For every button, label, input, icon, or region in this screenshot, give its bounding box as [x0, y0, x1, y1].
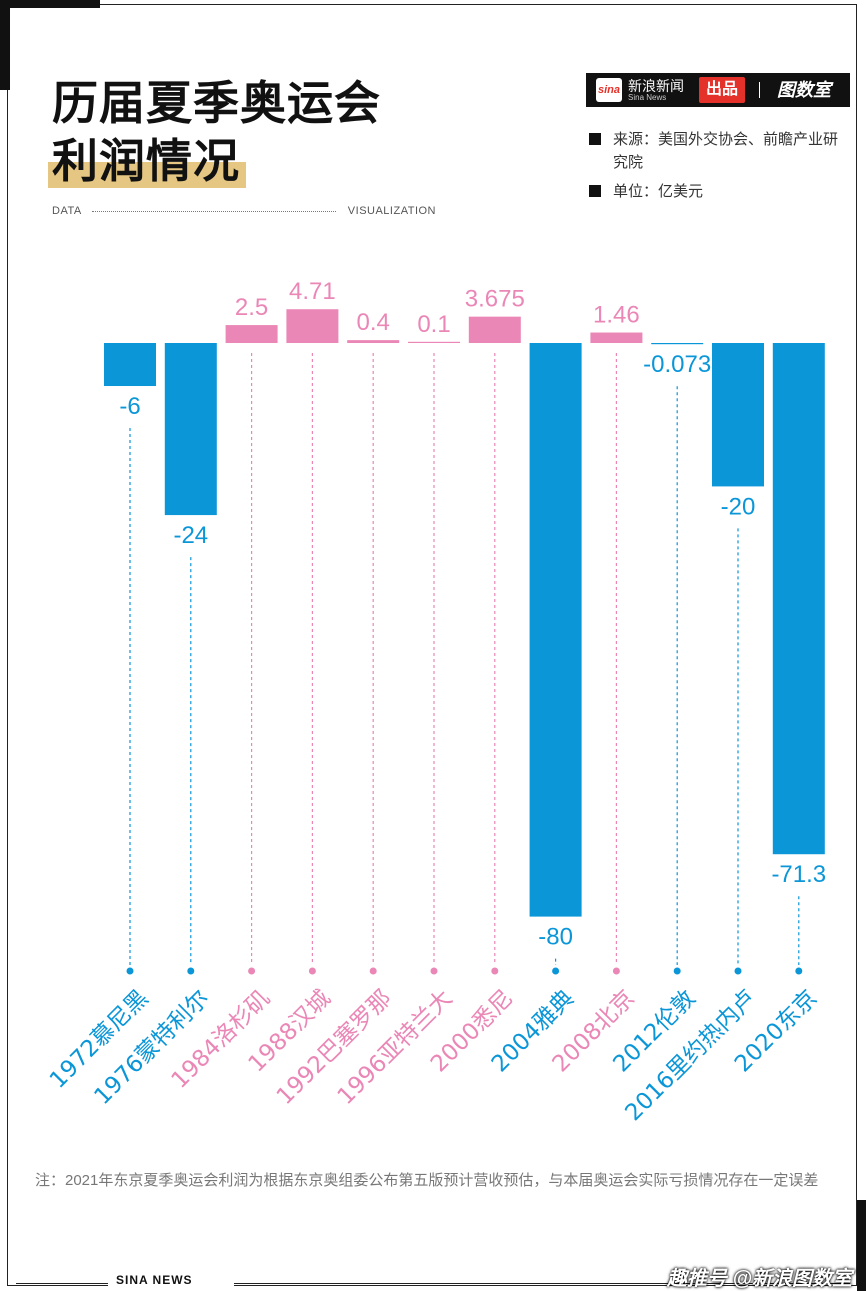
footnote: 注：2021年东京夏季奥运会利润为根据东京奥组委公布第五版预计营收预估，与本届奥… [35, 1172, 819, 1189]
bar-11 [772, 343, 825, 855]
visualization-label: VISUALIZATION [347, 205, 436, 217]
bar-5 [408, 341, 460, 343]
value-label-11: -71.3 [771, 861, 826, 888]
value-label-5: 0.1 [417, 311, 450, 338]
brand-name-en: Sina News [628, 93, 667, 102]
unit-text: 单位：亿美元 [613, 183, 704, 200]
category-dot-8 [612, 967, 620, 975]
page-title: 历届夏季奥运会 利润情况 [48, 74, 381, 190]
category-dot-6 [491, 967, 499, 975]
product-logo: 图数室 [777, 80, 831, 100]
source-text: 来源：美国外交协会、前瞻产业研究院 [613, 131, 839, 171]
bar-10 [712, 343, 764, 487]
data-label: DATA [52, 205, 82, 217]
category-dot-1 [187, 967, 195, 975]
footer-line [16, 1283, 850, 1284]
sina-logo: sina [596, 78, 622, 102]
category-dot-7 [552, 967, 560, 975]
footer-brand: SINA NEWS [108, 1273, 234, 1287]
bar-2 [225, 325, 278, 343]
bar-8 [590, 332, 643, 343]
bar-0 [104, 343, 156, 387]
brand-bar: sina 新浪新闻 Sina News 出品 图数室 [586, 73, 850, 107]
category-dot-9 [673, 967, 681, 975]
bar-1 [164, 343, 217, 516]
value-label-9: -0.073 [643, 351, 711, 378]
title-line2: 利润情况 [52, 134, 240, 188]
corner-accent [857, 1200, 866, 1291]
bullet-square-icon [589, 185, 601, 197]
category-dot-0 [126, 967, 134, 975]
corner-accent [0, 0, 10, 90]
value-label-3: 4.71 [289, 278, 336, 305]
value-label-7: -80 [538, 924, 573, 951]
brand-separator [759, 82, 760, 98]
data-visualization-row: DATA VISUALIZATION [52, 205, 436, 217]
value-label-4: 0.4 [357, 309, 390, 336]
value-label-1: -24 [173, 522, 208, 549]
meta-info: 来源：美国外交协会、前瞻产业研究院 单位：亿美元 [589, 128, 851, 209]
category-dot-11 [795, 967, 803, 975]
bullet-square-icon [589, 133, 601, 145]
watermark: 趣推号 @新浪图数室 [666, 1268, 852, 1290]
category-dot-3 [308, 967, 316, 975]
title-line1: 历届夏季奥运会 [52, 76, 381, 130]
bar-3 [286, 309, 339, 343]
bar-9 [651, 343, 704, 345]
brand-name: 新浪新闻 [628, 78, 684, 94]
category-dot-10 [734, 967, 742, 975]
brand-badge: 出品 [699, 77, 745, 103]
category-dot-5 [430, 967, 438, 975]
value-label-6: 3.675 [465, 286, 525, 313]
border-frame [7, 4, 857, 1286]
bar-7 [529, 343, 582, 917]
category-dot-4 [369, 967, 377, 975]
value-label-8: 1.46 [593, 302, 640, 329]
value-label-2: 2.5 [235, 294, 268, 321]
bar-4 [347, 340, 400, 343]
value-label-0: -6 [119, 393, 140, 420]
corner-accent [0, 0, 100, 8]
bar-6 [468, 316, 521, 343]
category-dot-2 [248, 967, 256, 975]
dotted-divider [92, 211, 336, 212]
value-label-10: -20 [721, 493, 756, 520]
